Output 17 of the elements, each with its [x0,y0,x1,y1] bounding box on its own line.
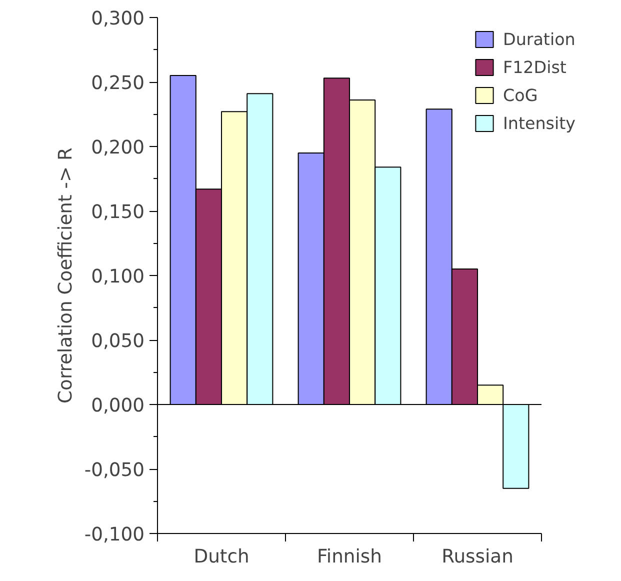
y-tick-label: -0,050 [84,460,145,481]
y-tick-label: 0,100 [91,266,145,288]
legend-label: CoG [503,86,538,104]
y-tick-label: 0,200 [91,138,145,158]
y-axis-title: Correlation Coefficient -> R [55,147,76,404]
y-tick-label: 0,050 [91,331,145,352]
legend-label: F12Dist [503,58,566,76]
legend-label: Duration [503,30,576,48]
legend-label: Intensity [503,114,576,132]
x-tick-label: Dutch [194,546,250,568]
y-tick-label: 0,150 [91,202,145,223]
y-tick-label: -0,100 [84,524,145,546]
y-tick-label: 0,250 [91,73,145,94]
y-tick-label: 0,300 [91,8,145,30]
x-tick-label: Russian [442,546,514,568]
x-tick-label: Finnish [317,546,382,568]
y-tick-label: 0,000 [91,396,145,416]
